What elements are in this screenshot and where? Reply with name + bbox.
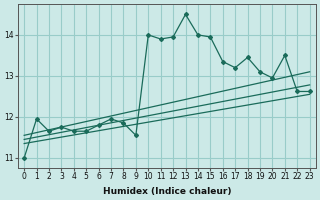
X-axis label: Humidex (Indice chaleur): Humidex (Indice chaleur) (103, 187, 231, 196)
